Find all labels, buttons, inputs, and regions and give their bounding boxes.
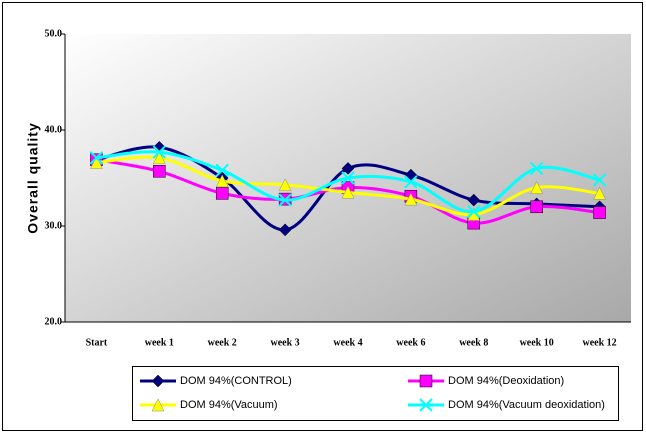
point	[530, 181, 544, 194]
point	[593, 186, 606, 200]
point	[89, 151, 104, 165]
point	[467, 204, 481, 219]
x-tick-label: week 2	[208, 337, 237, 348]
point	[90, 156, 103, 169]
y-tick-label: 30.0	[45, 220, 63, 231]
point	[215, 187, 229, 200]
point	[529, 161, 544, 176]
legend-label: DOM 94%(Vacuum deoxidation)	[448, 399, 605, 411]
point	[592, 173, 607, 187]
legend-marker	[151, 398, 165, 412]
y-tick-label: 20.0	[45, 316, 63, 327]
point	[341, 171, 355, 185]
point	[593, 206, 606, 219]
x-tick-label: week 6	[396, 337, 425, 348]
point	[153, 165, 166, 178]
x-tick-label: week 4	[333, 337, 362, 348]
point	[278, 223, 292, 237]
legend-marker	[419, 374, 433, 388]
y-tick-label: 50.0	[45, 28, 63, 39]
point	[404, 192, 418, 206]
x-tick-label: week 12	[582, 337, 616, 348]
point	[278, 193, 292, 207]
x-tick-label: week 8	[459, 337, 488, 348]
point	[152, 151, 166, 165]
point	[467, 193, 481, 207]
x-tick-label: week 10	[520, 337, 554, 348]
legend-box	[132, 366, 619, 421]
y-axis-label: Overall quality	[25, 122, 41, 233]
legend-marker	[151, 374, 165, 388]
point	[530, 200, 543, 214]
legend-label: DOM 94%(CONTROL)	[180, 375, 292, 387]
y-tick-label: 40.0	[45, 124, 63, 135]
legend-marker	[419, 398, 433, 412]
point	[215, 163, 229, 178]
x-tick-label: Start	[86, 337, 108, 348]
legend-label: DOM 94%(Deoxidation)	[448, 375, 564, 387]
point	[404, 175, 418, 189]
point	[152, 145, 167, 159]
x-tick-label: week 1	[145, 337, 174, 348]
legend-label: DOM 94%(Vacuum)	[180, 399, 278, 411]
x-tick-label: week 3	[271, 337, 300, 348]
point	[341, 185, 355, 199]
point	[341, 162, 355, 175]
point	[278, 178, 292, 191]
point	[215, 174, 229, 188]
